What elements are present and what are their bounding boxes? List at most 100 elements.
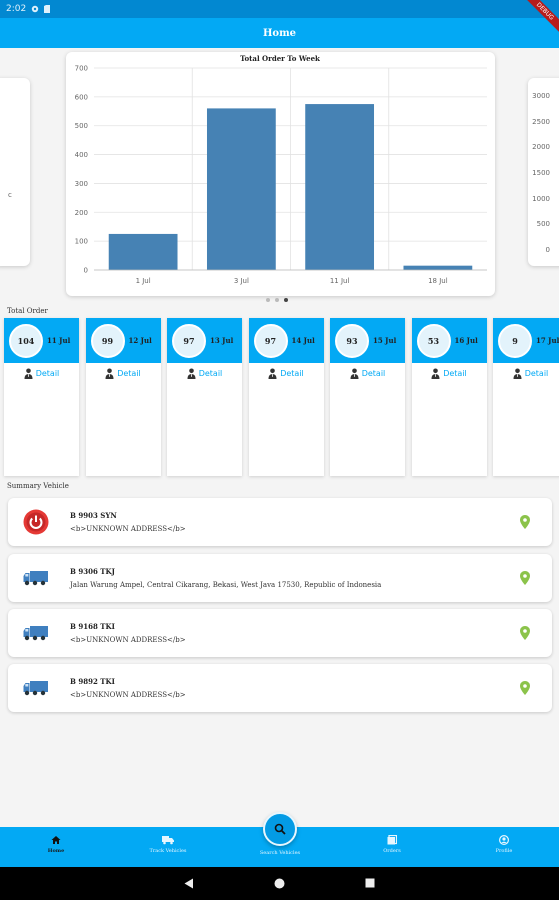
chart-title: Total Order To Week: [240, 54, 320, 63]
bar-1-jul[interactable]: [108, 233, 178, 270]
order-day-card[interactable]: 97 14 Jul Detail: [248, 318, 324, 476]
search-icon: [274, 823, 286, 835]
order-count: 53: [427, 336, 440, 346]
vehicle-status-icon: [22, 676, 50, 700]
carousel-indicator: [266, 298, 288, 302]
chart-card-next[interactable]: 0 500 1000 1500 2000 2500 3000: [528, 78, 559, 266]
vehicle-address: <b>UNKNOWN ADDRESS</b>: [70, 525, 186, 533]
back-icon[interactable]: [184, 878, 194, 889]
order-day-card[interactable]: 97 13 Jul Detail: [167, 318, 242, 476]
nav-orders[interactable]: Orders: [352, 835, 432, 854]
person-icon: [105, 368, 114, 379]
order-date: 17 Jul: [536, 336, 559, 345]
order-card-header: 97 13 Jul: [167, 318, 242, 363]
order-detail-link[interactable]: Detail: [330, 368, 405, 379]
partial-chart-y-tick: 1500: [532, 169, 550, 177]
nav-profile[interactable]: Profile: [464, 835, 544, 854]
order-detail-label: Detail: [524, 369, 549, 378]
status-time: 2:02: [6, 4, 27, 14]
chart-card-previous[interactable]: c: [0, 78, 30, 266]
carousel-dot-active[interactable]: [284, 298, 288, 302]
order-day-card[interactable]: 99 12 Jul Detail: [85, 318, 161, 476]
order-count-badge: 99: [90, 324, 125, 358]
order-detail-label: Detail: [361, 369, 386, 378]
vehicle-card[interactable]: B 9168 TKI <b>UNKNOWN ADDRESS</b>: [8, 609, 552, 657]
sim-card-icon: [44, 5, 51, 13]
order-date: 11 Jul: [47, 336, 71, 345]
nav-search-vehicles-label: Search Vehicles: [259, 850, 301, 856]
order-detail-link[interactable]: Detail: [167, 368, 242, 379]
settings-icon: [32, 5, 39, 13]
page-title: Home: [262, 27, 297, 39]
vehicle-plate: B 9168 TKI: [70, 622, 115, 631]
order-count: 97: [183, 336, 195, 346]
y-tick-label: 100: [75, 238, 88, 246]
vehicle-location-button[interactable]: [520, 514, 530, 533]
order-date: 16 Jul: [454, 336, 478, 345]
order-day-card[interactable]: 93 15 Jul Detail: [330, 318, 405, 476]
chart-card-orders-week[interactable]: Total Order To Week 0 100 200 300 400 500 600 70…: [66, 52, 495, 296]
y-tick-label: 500: [75, 122, 88, 130]
x-tick-label: 3 Jul: [234, 277, 249, 285]
system-navigation-bar: [0, 867, 559, 900]
y-tick-label: 300: [75, 180, 88, 188]
order-count: 93: [346, 336, 358, 346]
vehicle-location-button[interactable]: [520, 625, 530, 644]
vehicle-plate: B 9892 TKI: [70, 677, 115, 686]
y-tick-label: 700: [75, 65, 88, 73]
order-detail-link[interactable]: Detail: [412, 368, 487, 379]
nav-home[interactable]: Home: [16, 835, 96, 854]
order-detail-link[interactable]: Detail: [493, 368, 559, 379]
person-icon: [187, 368, 196, 379]
bar-11-jul[interactable]: [305, 104, 375, 270]
truck-icon: [23, 571, 48, 586]
order-count-badge: 97: [172, 324, 206, 358]
location-pin-icon: [520, 515, 530, 529]
vehicle-location-button[interactable]: [520, 680, 530, 699]
partial-chart-y-tick: 0: [545, 246, 550, 254]
vehicle-plate: B 9903 SYN: [70, 511, 117, 520]
vehicle-location-button[interactable]: [520, 570, 530, 589]
vehicle-card[interactable]: B 9892 TKI <b>UNKNOWN ADDRESS</b>: [8, 664, 552, 712]
vehicle-status-icon: [22, 566, 50, 590]
order-date: 13 Jul: [210, 336, 234, 345]
location-pin-icon: [520, 571, 530, 585]
order-detail-label: Detail: [117, 369, 141, 378]
order-detail-link[interactable]: Detail: [4, 368, 79, 379]
recents-icon[interactable]: [365, 878, 375, 888]
orders-icon: [387, 835, 397, 845]
person-icon: [24, 368, 33, 379]
y-tick-label: 400: [75, 151, 88, 159]
vehicle-card[interactable]: B 9903 SYN <b>UNKNOWN ADDRESS</b>: [8, 498, 552, 546]
order-count-badge: 93: [335, 324, 369, 358]
carousel-dot[interactable]: [266, 298, 270, 302]
vehicle-card[interactable]: B 9306 TKJ Jalan Warung Ampel, Central Ci…: [8, 554, 552, 602]
order-card-header: 97 14 Jul: [248, 318, 324, 363]
order-count: 97: [264, 336, 277, 346]
truck-icon: [162, 836, 174, 845]
order-day-card[interactable]: 53 16 Jul Detail: [411, 318, 487, 476]
order-day-card[interactable]: 9 17 Jul Detail: [493, 318, 559, 476]
partial-chart-y-tick: 2000: [532, 143, 550, 152]
search-vehicles-button[interactable]: [263, 812, 297, 846]
order-card-header: 53 16 Jul: [411, 318, 487, 363]
home-button-icon[interactable]: [274, 878, 285, 889]
carousel-dot[interactable]: [275, 298, 279, 302]
person-icon: [431, 368, 440, 379]
order-card-header: 9 17 Jul: [493, 318, 559, 363]
order-day-card[interactable]: 104 11 Jul Detail: [4, 318, 79, 476]
bar-3-jul[interactable]: [206, 108, 276, 271]
location-pin-icon: [520, 681, 530, 695]
vehicle-address: Jalan Warung Ampel, Central Cikarang, Be…: [70, 581, 382, 589]
y-tick-label: 200: [75, 209, 88, 217]
order-count-badge: 97: [253, 324, 288, 358]
nav-track-vehicles[interactable]: Track Vehicles: [128, 835, 208, 854]
vehicle-address: <b>UNKNOWN ADDRESS</b>: [70, 636, 186, 644]
order-detail-link[interactable]: Detail: [249, 368, 324, 379]
partial-chart-y-tick: 1000: [532, 194, 550, 203]
order-card-header: 99 12 Jul: [85, 318, 161, 363]
bar-18-jul[interactable]: [403, 265, 473, 270]
x-tick-label: 18 Jul: [428, 277, 448, 285]
order-detail-link[interactable]: Detail: [86, 368, 161, 379]
order-count: 99: [101, 336, 114, 346]
